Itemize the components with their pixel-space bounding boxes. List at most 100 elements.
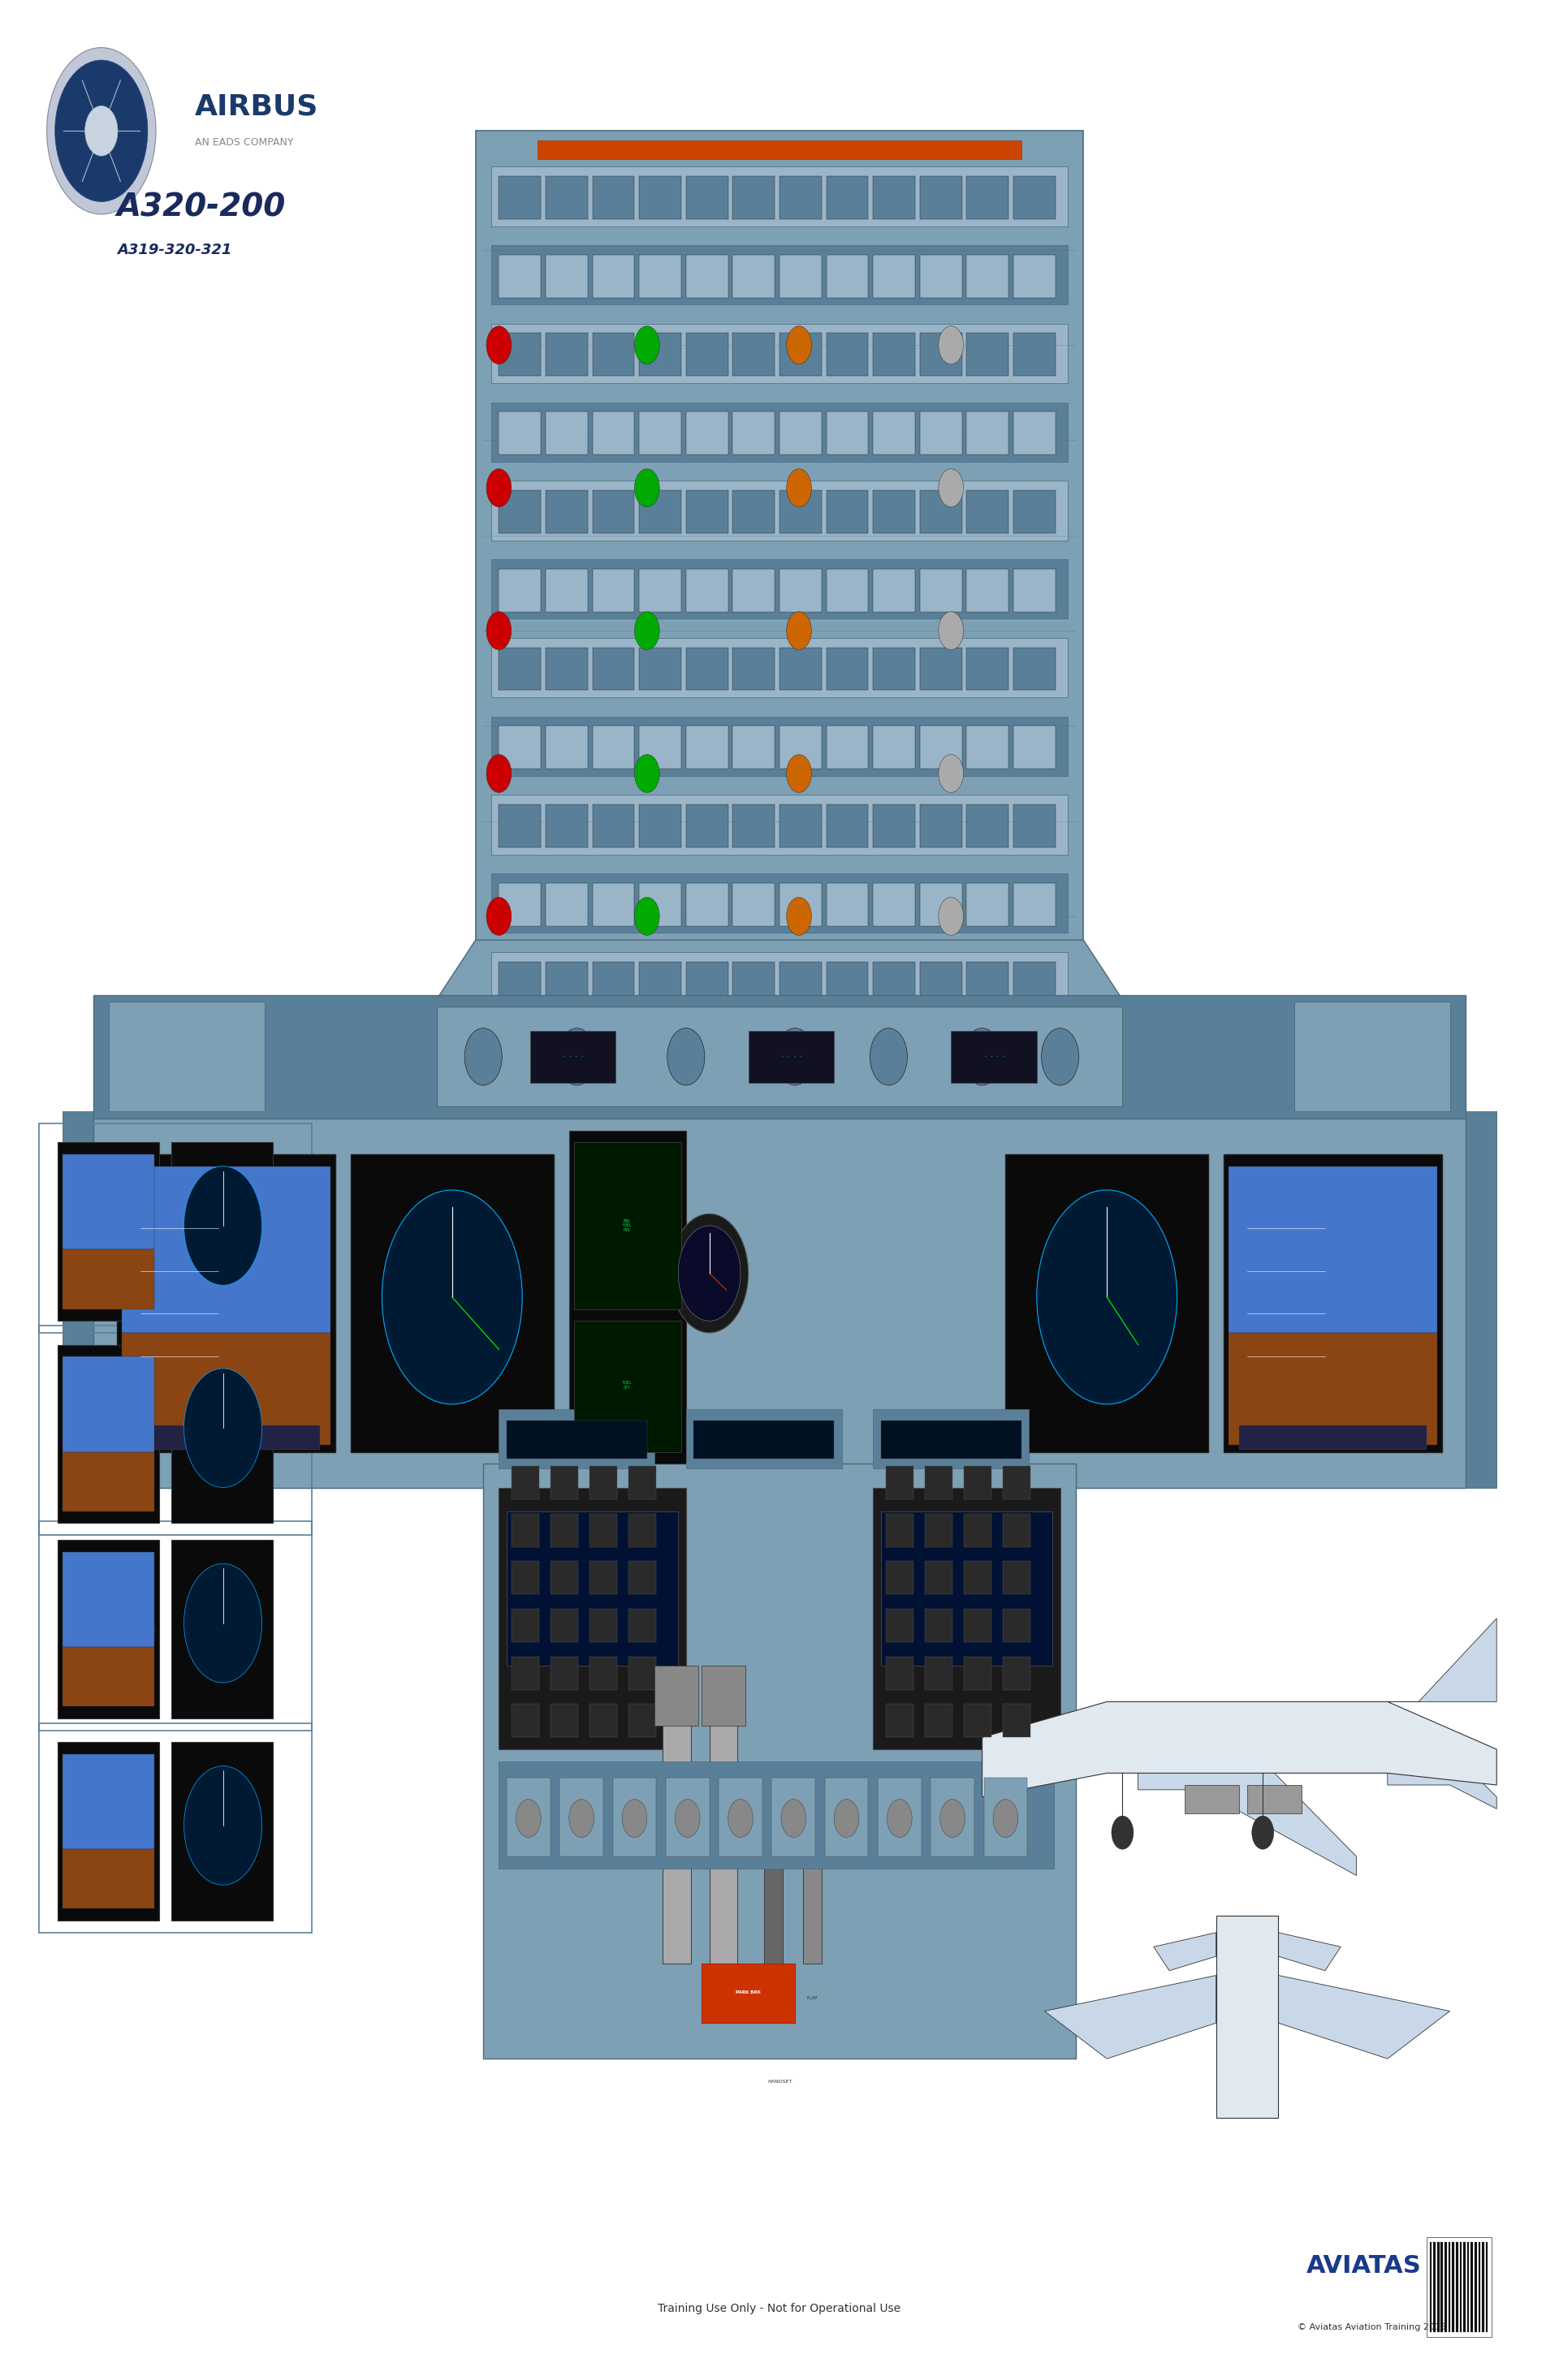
Bar [491, 638, 1068, 697]
Bar [569, 1130, 686, 1464]
Bar [803, 1773, 822, 1964]
Bar [171, 1142, 273, 1321]
Bar [499, 412, 541, 455]
Bar [589, 1609, 617, 1642]
Bar [951, 1031, 1037, 1083]
Bar [886, 1656, 914, 1690]
Bar [639, 333, 681, 376]
Bar [62, 1357, 154, 1452]
Polygon shape [1388, 1766, 1497, 1809]
Bar [733, 647, 775, 690]
Bar [1013, 569, 1055, 612]
Circle shape [569, 1799, 594, 1837]
Bar [663, 1678, 691, 1964]
Bar [550, 1514, 578, 1547]
Bar [878, 1778, 921, 1856]
Bar [546, 255, 588, 298]
Bar [780, 569, 822, 612]
Bar [967, 255, 1009, 298]
Text: AIRBUS: AIRBUS [195, 93, 318, 121]
Bar [589, 1704, 617, 1737]
Bar [924, 1466, 953, 1499]
Bar [1224, 1154, 1442, 1452]
Bar [826, 490, 868, 533]
Bar [550, 1561, 578, 1595]
Bar [886, 1514, 914, 1547]
Circle shape [1041, 1028, 1079, 1085]
Bar [780, 804, 822, 847]
Bar [967, 412, 1009, 455]
Text: VOR
SELECTED: VOR SELECTED [92, 1611, 157, 1635]
Bar [546, 647, 588, 690]
Bar [58, 1540, 159, 1718]
Bar [109, 1002, 265, 1111]
Bar [628, 1514, 656, 1547]
Bar [499, 490, 541, 533]
Circle shape [993, 1799, 1018, 1837]
Bar [511, 1514, 539, 1547]
Bar [826, 176, 868, 219]
Circle shape [1037, 1190, 1177, 1404]
Circle shape [558, 1028, 596, 1085]
Text: ILS: ILS [115, 1221, 134, 1230]
Bar [1013, 490, 1055, 533]
Bar [507, 1778, 550, 1856]
Bar [499, 1488, 686, 1749]
Bar [920, 333, 962, 376]
Bar [1486, 2242, 1487, 2332]
Bar [1002, 1466, 1030, 1499]
Bar [886, 1704, 914, 1737]
Bar [499, 255, 541, 298]
Text: FUEL
QTY: FUEL QTY [622, 1380, 631, 1390]
Bar [780, 176, 822, 219]
Circle shape [382, 1190, 522, 1404]
Bar [873, 883, 915, 926]
Bar [873, 1488, 1060, 1749]
Circle shape [486, 897, 511, 935]
Bar [694, 1421, 834, 1459]
Bar [1013, 647, 1055, 690]
Circle shape [940, 1799, 965, 1837]
Bar [351, 1154, 553, 1452]
Bar [639, 255, 681, 298]
Bar [967, 490, 1009, 533]
Bar [1478, 2242, 1481, 2332]
Bar [826, 569, 868, 612]
Bar [686, 804, 728, 847]
Bar [499, 647, 541, 690]
Bar [546, 569, 588, 612]
Bar [1002, 1609, 1030, 1642]
Bar [881, 1511, 1052, 1666]
Bar [511, 1561, 539, 1595]
Bar [511, 1609, 539, 1642]
Bar [1294, 1002, 1450, 1111]
Bar [1013, 726, 1055, 769]
Bar [920, 647, 962, 690]
Bar [920, 255, 962, 298]
Text: TEST: TEST [109, 1821, 140, 1830]
Bar [686, 333, 728, 376]
Circle shape [86, 107, 118, 157]
Bar [546, 333, 588, 376]
Text: Training Use Only - Not for Operational Use: Training Use Only - Not for Operational … [658, 2304, 901, 2313]
Bar [62, 1111, 97, 1488]
Bar [628, 1656, 656, 1690]
Text: FLAP: FLAP [808, 1997, 817, 1999]
Bar [1013, 962, 1055, 1004]
Bar [686, 255, 728, 298]
Bar [920, 883, 962, 926]
Bar [499, 569, 541, 612]
Bar [589, 1656, 617, 1690]
Bar [62, 1154, 154, 1250]
Bar [1441, 2242, 1444, 2332]
Circle shape [939, 612, 963, 650]
Bar [826, 726, 868, 769]
Bar [873, 255, 915, 298]
Bar [963, 1704, 992, 1737]
Bar [592, 333, 635, 376]
Bar [94, 995, 1465, 1119]
Bar [920, 176, 962, 219]
Bar [772, 1778, 815, 1856]
Circle shape [465, 1028, 502, 1085]
Bar [117, 1154, 335, 1452]
